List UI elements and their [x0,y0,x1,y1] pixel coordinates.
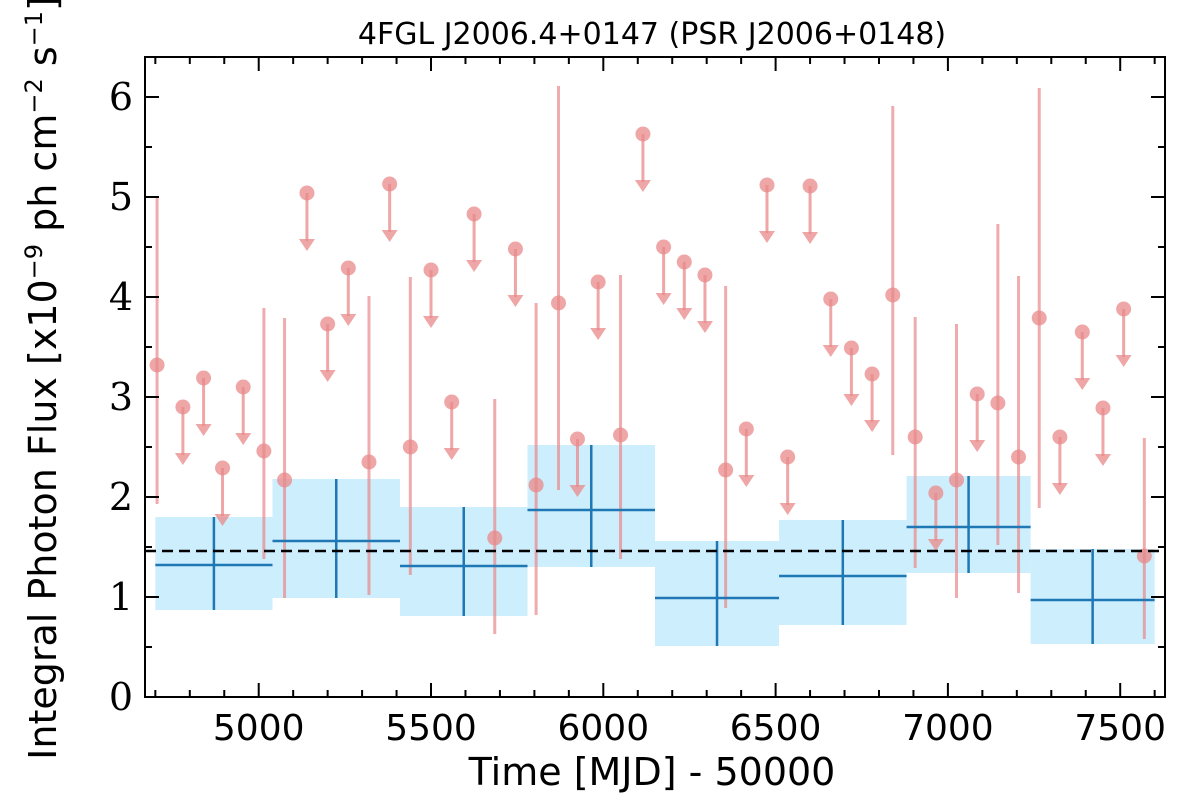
short-bin-point [444,394,460,410]
short-bin-point [590,274,606,290]
short-bin-point [320,316,336,332]
upper-limit-arrowhead [569,485,586,497]
short-bin-point [1074,324,1090,340]
y-tick-label: 4 [109,275,133,319]
short-bin-point [402,439,418,455]
short-bin-point [1011,449,1027,465]
y-tick-label: 6 [109,75,133,119]
short-bin-point [149,357,165,373]
short-bin-point [969,386,985,402]
upper-limit-arrowhead [864,420,881,432]
upper-limit-arrowhead [1051,483,1068,495]
short-bin-point [885,287,901,303]
upper-limit-arrowhead [969,440,986,452]
short-bin-point [1052,429,1068,445]
x-axis-label: Time [MJD] - 50000 [468,750,836,794]
short-bin-point [656,239,672,255]
short-bin-point [299,185,315,201]
short-bin-point [340,260,356,276]
upper-limit-arrowhead [174,453,191,465]
axes: 5000 5500 6000 6500 7000 7500 0 1 2 3 4 5 6 [109,56,1166,749]
upper-limit-arrowhead [590,328,607,340]
upper-limit-arrowhead [381,230,398,242]
short-bin-point [551,295,567,311]
short-bin-point [277,472,293,488]
short-bin-point [466,206,482,222]
y-axis-label: Integral Photon Flux [x10−9 ph cm−2 s−1] [20,0,65,760]
short-bin-point [528,477,544,493]
short-bin-point [613,427,629,443]
short-bin-point [361,454,377,470]
x-tick-label: 7500 [1074,708,1166,749]
short-bin-point [487,530,503,546]
upper-limit-arrowhead [1115,355,1132,367]
x-tick-label: 5500 [385,708,477,749]
upper-limit-arrowhead [1074,378,1091,390]
upper-limit-arrowhead [655,293,672,305]
upper-limit-arrowhead [235,433,252,445]
short-bin-point [949,472,965,488]
short-bin-point [215,460,231,476]
y-tick-label: 2 [109,475,133,519]
upper-limit-arrowhead [738,475,755,487]
y-tick-label: 0 [109,675,133,719]
upper-limit-arrowhead [634,180,651,192]
upper-limit-arrowhead [822,345,839,357]
upper-limit-arrowhead [340,314,357,326]
y-tick-label: 3 [109,375,133,419]
short-bin-point [780,449,796,465]
upper-limit-arrowhead [423,316,440,328]
upper-limit-arrowhead [802,232,819,244]
short-bin-point [738,421,754,437]
upper-limit-arrowhead [443,448,460,460]
upper-limit-arrowhead [195,424,212,436]
short-bin-point [864,366,880,382]
short-bin-point [676,254,692,270]
short-bin-point [907,429,923,445]
y-tick-label: 1 [109,575,133,619]
short-bin-point [382,176,398,192]
short-bin-point [256,443,272,459]
short-bin-point [823,291,839,307]
upper-limit-arrowhead [1094,454,1111,466]
short-bin-point [928,485,944,501]
upper-limit-arrowhead [466,260,483,272]
y-tick-label: 5 [109,175,133,219]
upper-limit-arrowhead [779,503,796,515]
x-tick-label: 5000 [213,708,305,749]
short-bin-point [1095,400,1111,416]
short-bin-point [507,241,523,257]
upper-limit-arrowhead [758,231,775,243]
short-bin-point [196,370,212,386]
short-bin-point [635,126,651,142]
upper-limit-arrowhead [214,514,231,526]
short-bin-point [175,399,191,415]
plot-area [145,86,1165,646]
axes-frame [144,56,1166,698]
short-bin-point [718,462,734,478]
short-bin-point [1116,301,1132,317]
short-bin-point [843,340,859,356]
upper-limit-arrowhead [696,321,713,333]
chart-title: 4FGL J2006.4+0147 (PSR J2006+0148) [358,17,946,52]
short-bin-point [569,431,585,447]
upper-limit-arrowhead [507,295,524,307]
short-bin-point [759,177,775,193]
x-tick-label: 7000 [902,708,994,749]
short-bin-point [1031,310,1047,326]
upper-limit-arrowhead [927,539,944,551]
x-tick-label: 6500 [730,708,822,749]
upper-limit-arrowhead [298,239,315,251]
short-bin-point [802,178,818,194]
short-bin-point [697,267,713,283]
short-bin-point [423,262,439,278]
upper-limit-arrowhead [319,370,336,382]
x-tick-label: 6000 [557,708,649,749]
short-bin-point [235,379,251,395]
upper-limit-arrowhead [676,308,693,320]
short-bin-point [990,395,1006,411]
upper-limit-arrowhead [843,394,860,406]
